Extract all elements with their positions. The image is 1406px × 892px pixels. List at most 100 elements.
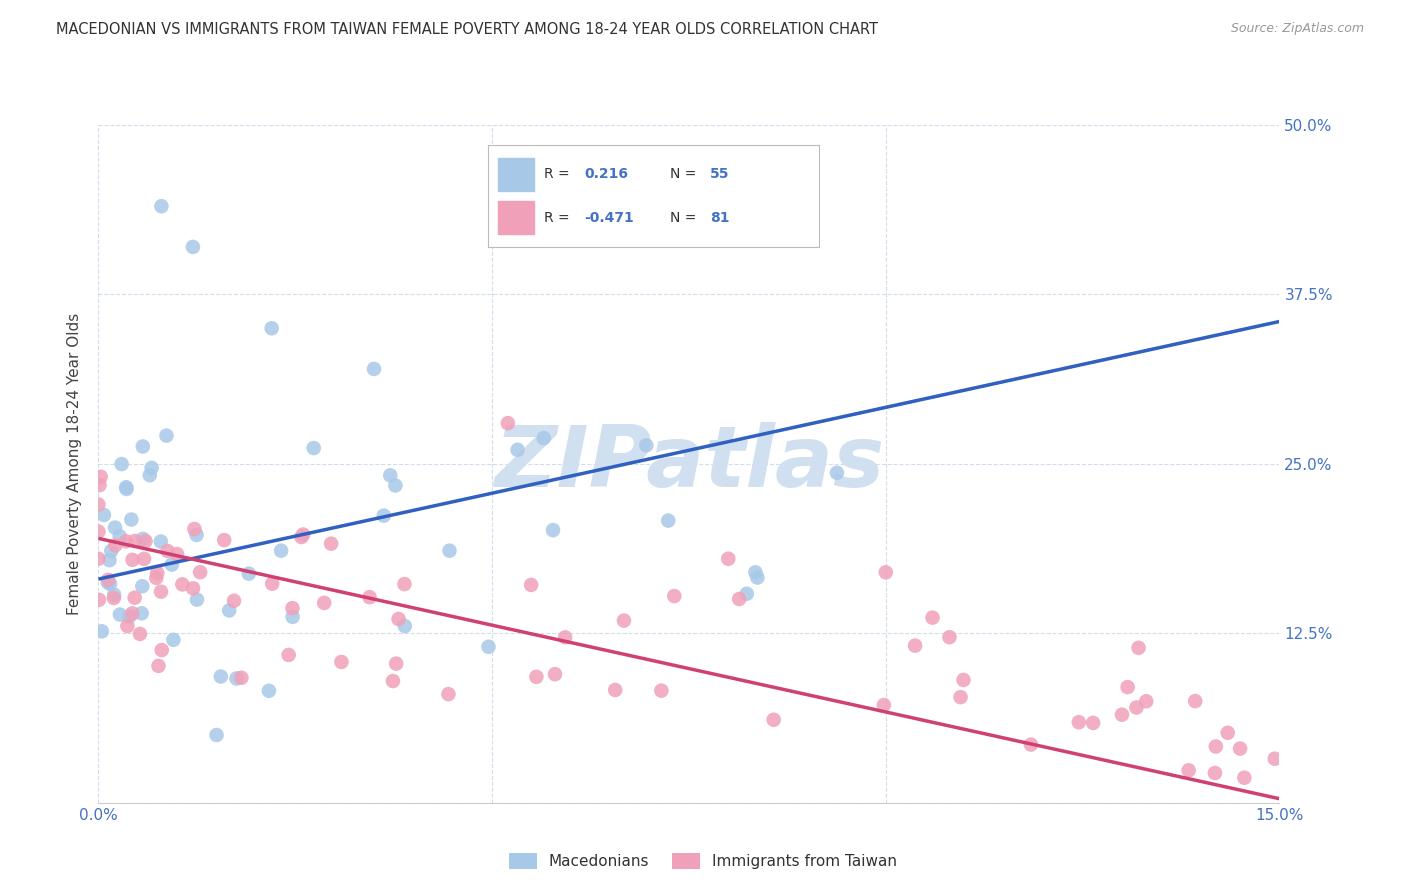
Point [314,596,336,610]
Point [524,670,547,684]
Point [1177,764,1199,778]
Point [160,558,183,572]
Point [90,469,112,483]
Point [1081,715,1104,730]
Point [904,639,927,653]
Point [1204,766,1226,780]
Point [124,533,146,548]
Point [1111,707,1133,722]
Point [97,575,120,590]
Point [533,431,555,445]
Point [181,582,204,596]
Point [89,478,111,492]
Point [150,584,173,599]
Point [1019,738,1042,752]
Point [554,631,576,645]
Point [90,624,112,639]
Point [145,571,167,585]
Point [121,553,143,567]
Point [744,566,766,580]
Point [108,607,131,622]
Point [115,534,138,549]
Point [735,587,758,601]
Point [384,478,406,492]
Point [209,669,232,683]
Point [135,534,157,549]
Point [186,592,208,607]
Point [359,590,381,604]
Text: MACEDONIAN VS IMMIGRANTS FROM TAIWAN FEMALE POVERTY AMONG 18-24 YEAR OLDS CORREL: MACEDONIAN VS IMMIGRANTS FROM TAIWAN FEM… [56,22,879,37]
Point [156,544,179,558]
Point [394,619,416,633]
Point [952,673,974,687]
Point [477,640,499,654]
Point [181,240,204,254]
Point [257,683,280,698]
Point [131,607,153,621]
Point [825,466,848,480]
Point [1116,680,1139,694]
Point [717,551,740,566]
Point [129,627,152,641]
Point [222,594,245,608]
Point [205,728,228,742]
Text: Source: ZipAtlas.com: Source: ZipAtlas.com [1230,22,1364,36]
Point [262,576,284,591]
Point [1135,694,1157,708]
Point [636,438,658,452]
Point [302,441,325,455]
Point [439,543,461,558]
Point [762,713,785,727]
Point [875,566,897,580]
Point [115,482,138,496]
Point [146,566,169,580]
Point [496,416,519,430]
Point [141,461,163,475]
Point [150,643,173,657]
Point [541,523,564,537]
Point [131,579,153,593]
Text: ZIPatlas: ZIPatlas [494,422,884,506]
Point [124,591,146,605]
Point [121,607,143,621]
Point [613,614,636,628]
Point [292,527,315,541]
Point [97,573,120,587]
Point [506,442,529,457]
Point [115,480,138,494]
Point [281,610,304,624]
Point [166,547,188,561]
Point [1216,726,1239,740]
Point [260,321,283,335]
Point [110,457,132,471]
Point [139,468,162,483]
Point [108,529,131,543]
Point [87,592,110,607]
Point [1233,771,1256,785]
Point [218,603,240,617]
Point [93,508,115,522]
Point [87,498,110,512]
Point [98,553,121,567]
Point [921,610,943,624]
Point [1125,700,1147,714]
Point [290,530,312,544]
Point [650,683,672,698]
Point [380,468,402,483]
Point [238,566,260,581]
Point [381,673,404,688]
Y-axis label: Female Poverty Among 18-24 Year Olds: Female Poverty Among 18-24 Year Olds [67,313,83,615]
Point [149,534,172,549]
Point [231,671,253,685]
Point [385,657,408,671]
Point [873,698,896,712]
Point [87,524,110,539]
Point [150,199,173,213]
Point [172,577,194,591]
Point [103,588,125,602]
Point [103,591,125,605]
Point [330,655,353,669]
Point [98,576,121,591]
Point [938,630,960,644]
Legend: Macedonians, Immigrants from Taiwan: Macedonians, Immigrants from Taiwan [503,847,903,875]
